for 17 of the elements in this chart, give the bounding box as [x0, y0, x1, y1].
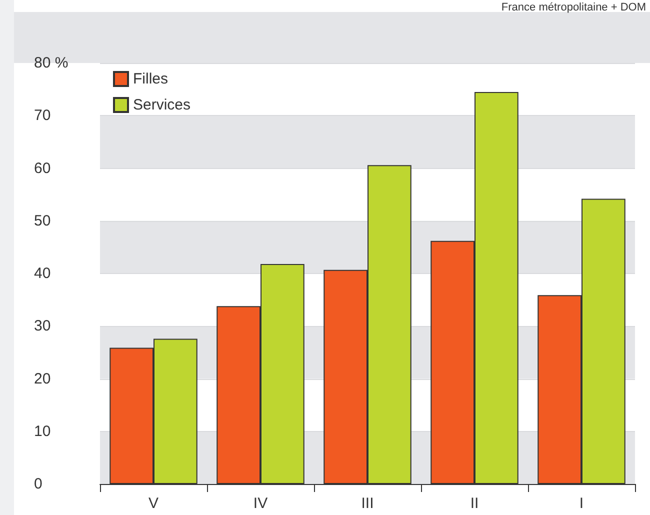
x-tick-label: V [148, 495, 159, 512]
y-tick-label: 50 [34, 212, 51, 230]
text: France métropolitaine + DOM [501, 2, 646, 14]
y-tick-label: 10 [34, 422, 51, 440]
legend-label: Filles [133, 70, 168, 88]
y-tick-label: 20 [34, 370, 51, 388]
x-tick-label: IV [253, 495, 268, 512]
legend-label: Services [133, 96, 191, 114]
y-tick-label: 80 % [34, 54, 68, 72]
y-tick-label: 30 [34, 318, 51, 335]
x-tick-label: III [361, 495, 374, 512]
y-tick-label: 60 [34, 160, 51, 177]
y-tick-label: 0 [34, 476, 42, 492]
x-tick-label: II [470, 495, 479, 512]
x-tick-label: I [579, 495, 584, 512]
y-tick-label: 40 [34, 265, 51, 282]
y-tick-label: 70 [34, 107, 51, 124]
